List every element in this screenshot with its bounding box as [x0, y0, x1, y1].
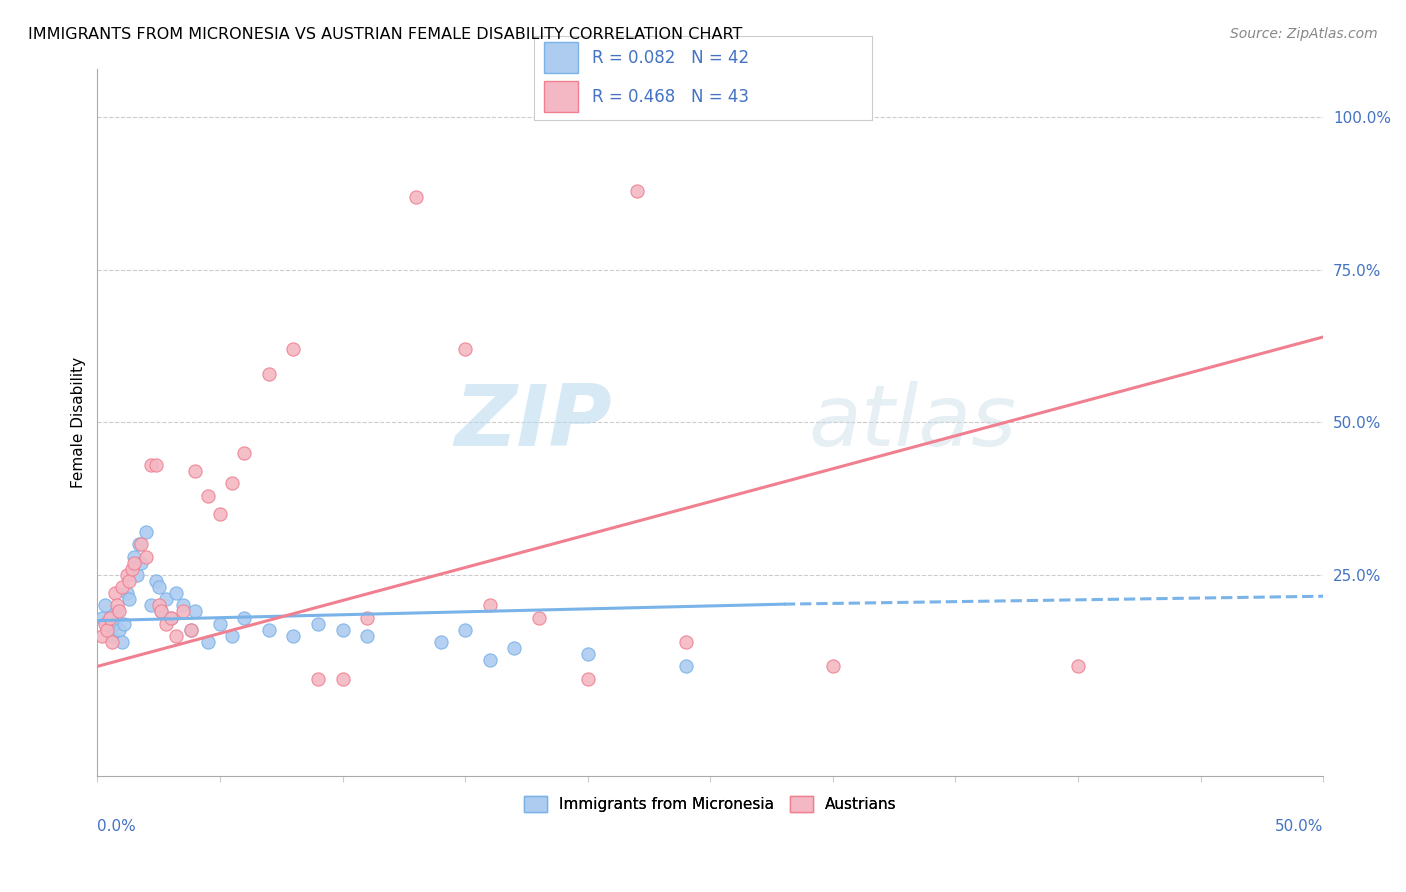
Point: [405, 189, 427, 203]
Point: [576, 672, 599, 686]
Point: [478, 599, 501, 613]
Point: [180, 623, 202, 637]
Point: [356, 629, 378, 643]
Point: [454, 342, 477, 356]
Point: [184, 605, 207, 619]
Point: [105, 605, 128, 619]
Point: [103, 586, 125, 600]
Point: [96, 623, 118, 637]
Point: [233, 610, 256, 624]
Point: [148, 580, 170, 594]
Point: [332, 672, 354, 686]
Point: [503, 641, 526, 656]
Point: [98, 610, 121, 624]
Point: [184, 464, 207, 478]
Point: [160, 610, 183, 624]
Point: [98, 610, 121, 624]
Point: [429, 635, 451, 649]
Text: R = 0.082   N = 42: R = 0.082 N = 42: [592, 49, 749, 67]
FancyBboxPatch shape: [544, 81, 578, 112]
Point: [91, 629, 114, 643]
Point: [128, 537, 150, 551]
Point: [165, 586, 187, 600]
Y-axis label: Female Disability: Female Disability: [72, 357, 86, 488]
Point: [122, 549, 145, 564]
Point: [155, 592, 177, 607]
Point: [257, 623, 280, 637]
Point: [356, 610, 378, 624]
Point: [101, 629, 124, 643]
Point: [141, 458, 163, 472]
Point: [121, 562, 143, 576]
Point: [1067, 659, 1090, 673]
Point: [91, 610, 114, 624]
Point: [101, 635, 124, 649]
Point: [103, 616, 125, 631]
Text: R = 0.468   N = 43: R = 0.468 N = 43: [592, 87, 748, 105]
Point: [145, 458, 167, 472]
Point: [111, 580, 134, 594]
Point: [148, 599, 170, 613]
Point: [118, 592, 141, 607]
Point: [454, 623, 477, 637]
Point: [135, 549, 157, 564]
Point: [145, 574, 167, 588]
Point: [257, 367, 280, 381]
Point: [221, 629, 243, 643]
Point: [527, 610, 550, 624]
Point: [108, 623, 131, 637]
Text: Source: ZipAtlas.com: Source: ZipAtlas.com: [1230, 27, 1378, 41]
Point: [93, 616, 115, 631]
Text: atlas: atlas: [808, 381, 1017, 464]
Legend: Immigrants from Micronesia, Austrians: Immigrants from Micronesia, Austrians: [519, 790, 903, 818]
Point: [96, 623, 118, 637]
Point: [197, 635, 219, 649]
Point: [821, 659, 844, 673]
Point: [118, 574, 141, 588]
Point: [675, 635, 697, 649]
Text: ZIP: ZIP: [454, 381, 612, 464]
Text: 50.0%: 50.0%: [1275, 819, 1323, 834]
Point: [307, 672, 329, 686]
Point: [105, 599, 128, 613]
Point: [93, 599, 115, 613]
Point: [576, 647, 599, 661]
Point: [283, 629, 305, 643]
Point: [155, 616, 177, 631]
Point: [108, 605, 131, 619]
Point: [150, 605, 173, 619]
Point: [233, 446, 256, 460]
Point: [208, 507, 231, 521]
Point: [283, 342, 305, 356]
Point: [115, 586, 138, 600]
Point: [307, 616, 329, 631]
Point: [221, 476, 243, 491]
Point: [626, 184, 648, 198]
Point: [332, 623, 354, 637]
Point: [197, 489, 219, 503]
Point: [180, 623, 202, 637]
Point: [165, 629, 187, 643]
Point: [135, 525, 157, 540]
Point: [675, 659, 697, 673]
Point: [172, 605, 194, 619]
Point: [115, 567, 138, 582]
Point: [112, 616, 135, 631]
Point: [141, 599, 163, 613]
Point: [172, 599, 194, 613]
Text: 0.0%: 0.0%: [97, 819, 136, 834]
Point: [160, 610, 183, 624]
Point: [208, 616, 231, 631]
Point: [150, 605, 173, 619]
Text: IMMIGRANTS FROM MICRONESIA VS AUSTRIAN FEMALE DISABILITY CORRELATION CHART: IMMIGRANTS FROM MICRONESIA VS AUSTRIAN F…: [28, 27, 742, 42]
Point: [122, 556, 145, 570]
Point: [478, 653, 501, 667]
Point: [111, 635, 134, 649]
Point: [131, 537, 153, 551]
Point: [125, 567, 148, 582]
FancyBboxPatch shape: [544, 43, 578, 73]
Point: [131, 556, 153, 570]
